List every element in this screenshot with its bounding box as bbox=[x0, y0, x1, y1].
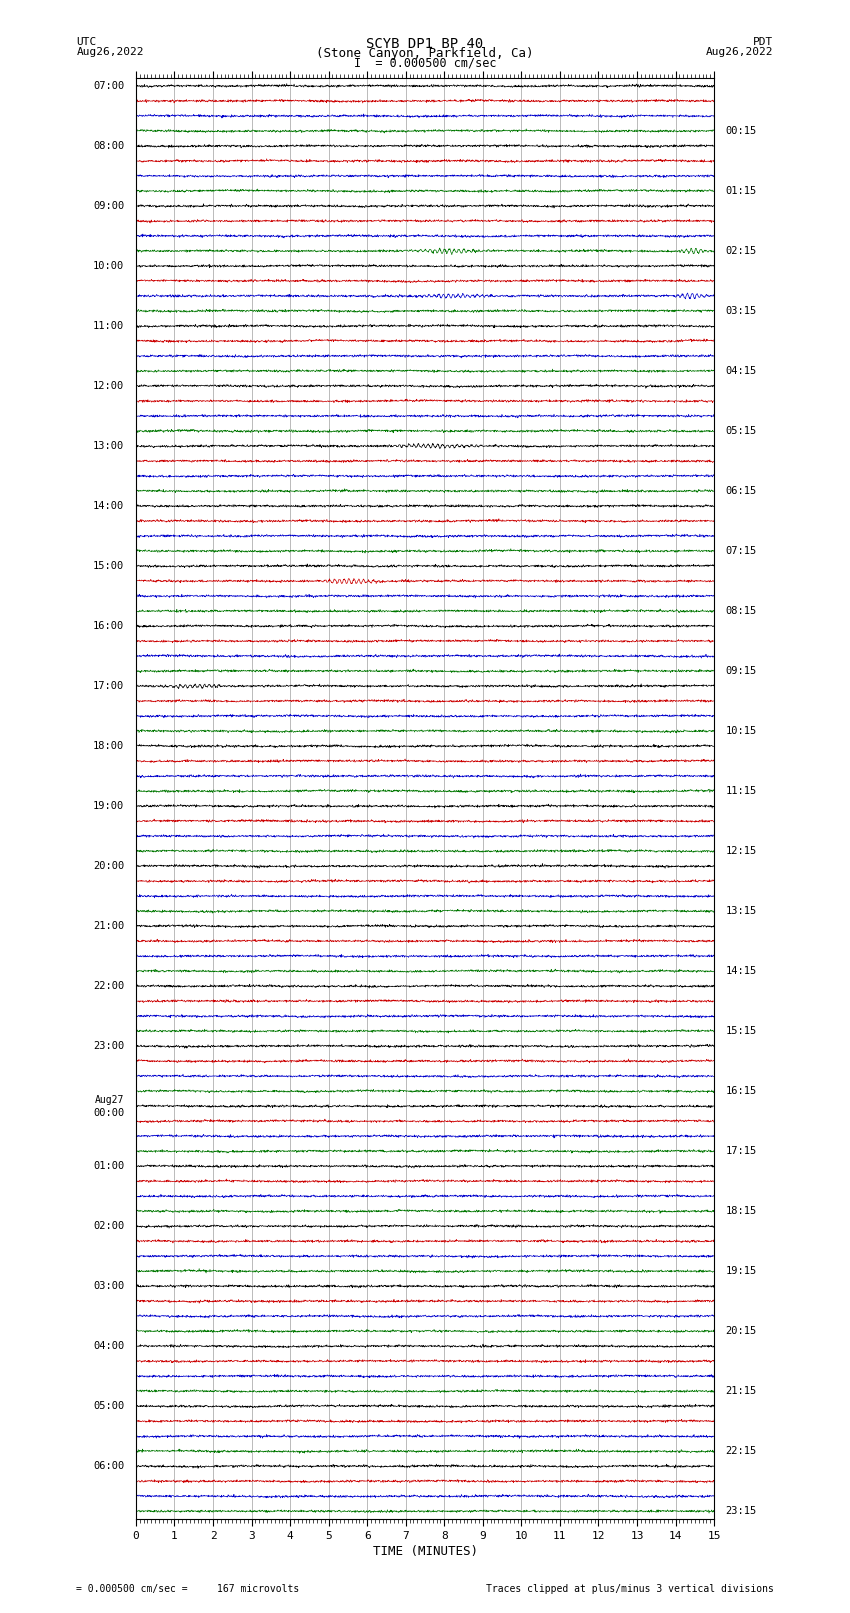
Text: 15:15: 15:15 bbox=[726, 1026, 756, 1036]
Text: 00:15: 00:15 bbox=[726, 126, 756, 135]
Text: 20:15: 20:15 bbox=[726, 1326, 756, 1336]
Text: 21:00: 21:00 bbox=[94, 921, 124, 931]
Text: 17:15: 17:15 bbox=[726, 1147, 756, 1157]
Text: 16:00: 16:00 bbox=[94, 621, 124, 631]
Text: 13:15: 13:15 bbox=[726, 907, 756, 916]
Text: SCYB DP1 BP 40: SCYB DP1 BP 40 bbox=[366, 37, 484, 52]
Text: 23:15: 23:15 bbox=[726, 1507, 756, 1516]
Text: 02:15: 02:15 bbox=[726, 245, 756, 256]
Text: 14:15: 14:15 bbox=[726, 966, 756, 976]
Text: 09:00: 09:00 bbox=[94, 202, 124, 211]
Text: Traces clipped at plus/minus 3 vertical divisions: Traces clipped at plus/minus 3 vertical … bbox=[485, 1584, 774, 1594]
Text: 10:15: 10:15 bbox=[726, 726, 756, 736]
Text: 18:00: 18:00 bbox=[94, 740, 124, 752]
Text: 15:00: 15:00 bbox=[94, 561, 124, 571]
Text: 11:00: 11:00 bbox=[94, 321, 124, 331]
Text: 02:00: 02:00 bbox=[94, 1221, 124, 1231]
Text: 23:00: 23:00 bbox=[94, 1040, 124, 1052]
Text: 13:00: 13:00 bbox=[94, 440, 124, 452]
Text: 14:00: 14:00 bbox=[94, 502, 124, 511]
Text: 16:15: 16:15 bbox=[726, 1086, 756, 1097]
Text: 18:15: 18:15 bbox=[726, 1207, 756, 1216]
Text: 04:00: 04:00 bbox=[94, 1340, 124, 1352]
Text: PDT: PDT bbox=[753, 37, 774, 47]
Text: Aug26,2022: Aug26,2022 bbox=[706, 47, 774, 56]
Text: 03:00: 03:00 bbox=[94, 1281, 124, 1290]
Text: 12:15: 12:15 bbox=[726, 847, 756, 857]
Text: 12:00: 12:00 bbox=[94, 381, 124, 390]
Text: Aug27: Aug27 bbox=[95, 1095, 124, 1105]
Text: 03:15: 03:15 bbox=[726, 306, 756, 316]
Text: 11:15: 11:15 bbox=[726, 786, 756, 797]
Text: 01:15: 01:15 bbox=[726, 185, 756, 195]
Text: 07:15: 07:15 bbox=[726, 545, 756, 556]
Text: 08:15: 08:15 bbox=[726, 606, 756, 616]
Text: UTC: UTC bbox=[76, 37, 97, 47]
Text: 01:00: 01:00 bbox=[94, 1161, 124, 1171]
Text: 10:00: 10:00 bbox=[94, 261, 124, 271]
Text: 19:15: 19:15 bbox=[726, 1266, 756, 1276]
Text: 20:00: 20:00 bbox=[94, 861, 124, 871]
Text: 08:00: 08:00 bbox=[94, 140, 124, 152]
Text: 21:15: 21:15 bbox=[726, 1386, 756, 1397]
X-axis label: TIME (MINUTES): TIME (MINUTES) bbox=[372, 1545, 478, 1558]
Text: = 0.000500 cm/sec =     167 microvolts: = 0.000500 cm/sec = 167 microvolts bbox=[76, 1584, 300, 1594]
Text: 22:00: 22:00 bbox=[94, 981, 124, 990]
Text: Aug26,2022: Aug26,2022 bbox=[76, 47, 144, 56]
Text: 06:00: 06:00 bbox=[94, 1461, 124, 1471]
Text: 17:00: 17:00 bbox=[94, 681, 124, 690]
Text: 05:15: 05:15 bbox=[726, 426, 756, 436]
Text: 19:00: 19:00 bbox=[94, 802, 124, 811]
Text: 06:15: 06:15 bbox=[726, 486, 756, 495]
Text: 05:00: 05:00 bbox=[94, 1402, 124, 1411]
Text: 22:15: 22:15 bbox=[726, 1447, 756, 1457]
Text: 07:00: 07:00 bbox=[94, 81, 124, 90]
Text: I  = 0.000500 cm/sec: I = 0.000500 cm/sec bbox=[354, 56, 496, 69]
Text: 09:15: 09:15 bbox=[726, 666, 756, 676]
Text: 00:00: 00:00 bbox=[94, 1108, 124, 1118]
Text: (Stone Canyon, Parkfield, Ca): (Stone Canyon, Parkfield, Ca) bbox=[316, 47, 534, 60]
Text: 04:15: 04:15 bbox=[726, 366, 756, 376]
